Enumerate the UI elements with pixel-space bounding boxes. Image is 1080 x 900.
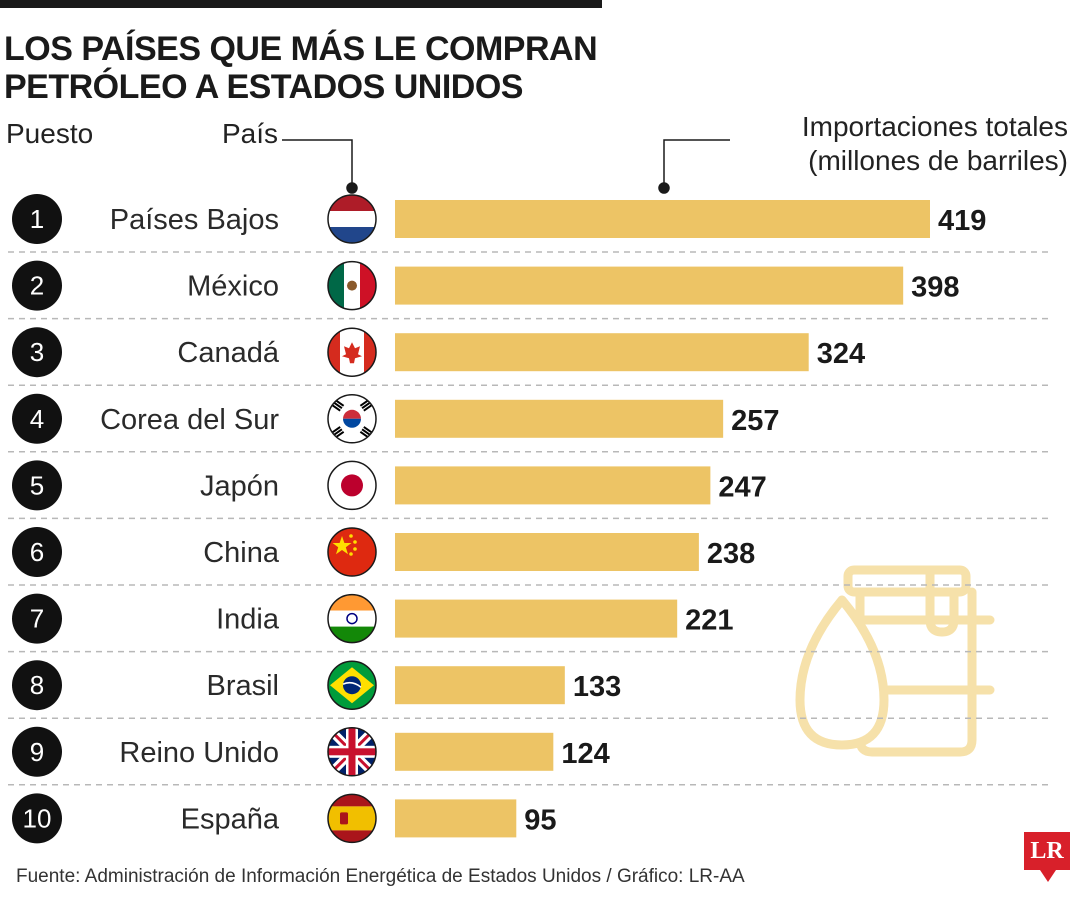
netherlands-flag-icon <box>327 194 377 244</box>
spain-flag-icon <box>327 793 377 844</box>
country-label: España <box>181 803 280 835</box>
india-flag-icon <box>327 593 377 644</box>
bar <box>395 266 904 305</box>
top-rule <box>0 0 602 8</box>
rank-number: 1 <box>30 204 44 234</box>
value-label: 324 <box>817 338 865 370</box>
value-label: 419 <box>938 205 986 237</box>
united-kingdom-flag-icon <box>327 727 377 777</box>
bar <box>395 399 724 438</box>
rank-badge <box>12 660 62 711</box>
value-label: 124 <box>561 738 609 770</box>
chart-title: LOS PAÍSES QUE MÁS LE COMPRAN PETRÓLEO A… <box>4 30 598 106</box>
value-label: 247 <box>718 471 766 503</box>
rank-number: 3 <box>30 337 44 367</box>
japan-flag-icon <box>327 460 377 511</box>
country-header: País <box>222 118 279 149</box>
south-korea-flag-icon <box>327 394 377 444</box>
bar <box>395 799 517 838</box>
mexico-flag-icon <box>327 260 377 311</box>
rank-badge <box>12 393 62 444</box>
country-label: Corea del Sur <box>100 404 279 436</box>
value-leader-dot <box>658 182 670 194</box>
value-leader-line <box>663 139 730 186</box>
country-leader-dot <box>346 182 358 194</box>
country-label: México <box>187 271 279 303</box>
oil-barrel-icon <box>795 565 995 757</box>
rank-number: 6 <box>30 537 44 567</box>
bar <box>395 466 711 505</box>
china-flag-icon <box>327 527 377 577</box>
rank-number: 5 <box>30 470 44 500</box>
rank-number: 7 <box>30 604 44 634</box>
country-label: Brasil <box>206 670 279 702</box>
rank-number: 9 <box>30 737 44 767</box>
value-label: 238 <box>707 538 755 570</box>
bar <box>395 666 565 705</box>
lr-logo: LR <box>1024 832 1070 870</box>
rank-badge <box>12 260 62 311</box>
rank-number: 4 <box>30 404 44 434</box>
rank-badge <box>12 460 62 511</box>
country-leader-line <box>282 139 353 186</box>
bar <box>395 533 699 571</box>
value-label: 221 <box>685 605 733 637</box>
rank-badge <box>12 593 62 644</box>
country-label: Países Bajos <box>110 204 279 236</box>
value-label: 133 <box>573 671 621 703</box>
canada-flag-icon <box>327 327 377 377</box>
value-header: Importaciones totales (millones de barri… <box>801 111 1068 176</box>
country-label: India <box>216 604 280 636</box>
rank-badge <box>12 726 62 777</box>
chart-rows: 1 Países Bajos 419 2 México 398 3 Canadá 324 4 Cor… <box>8 194 1050 844</box>
country-label: Canadá <box>177 337 279 369</box>
rank-badge <box>12 527 62 577</box>
rank-badge <box>12 327 62 378</box>
country-label: Japón <box>200 470 279 502</box>
bar <box>395 599 678 638</box>
rank-number: 2 <box>30 271 44 301</box>
rank-number: 8 <box>30 670 44 700</box>
value-label: 257 <box>731 405 779 437</box>
lr-logo-tail <box>1040 870 1056 882</box>
value-label: 398 <box>911 272 959 304</box>
rank-badge <box>12 194 62 244</box>
rank-badge <box>12 793 62 844</box>
country-label: China <box>203 537 280 569</box>
bar <box>395 333 809 372</box>
value-label: 95 <box>524 804 556 836</box>
source-note: Fuente: Administración de Información En… <box>16 866 745 887</box>
bar <box>395 732 554 771</box>
country-label: Reino Unido <box>119 737 279 769</box>
rank-number: 10 <box>23 803 52 833</box>
bar <box>395 200 930 238</box>
rank-header: Puesto <box>6 118 94 149</box>
header-leaders <box>282 139 730 194</box>
brazil-flag-icon <box>327 660 377 710</box>
